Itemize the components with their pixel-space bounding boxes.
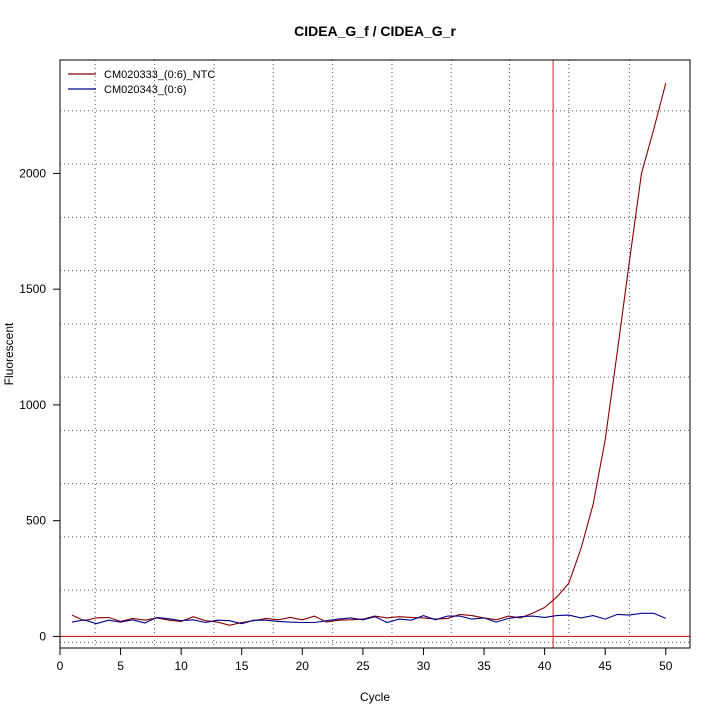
x-tick-label: 20 bbox=[296, 659, 310, 673]
threshold-lines bbox=[60, 60, 690, 648]
y-tick-label: 2000 bbox=[19, 166, 46, 180]
legend-label-1: CM020333_(0:6)_NTC bbox=[104, 69, 215, 81]
y-tick-label: 1000 bbox=[19, 398, 46, 412]
y-axis: 0 500 1000 1500 2000 bbox=[19, 166, 61, 643]
y-axis-label: Fluorescent bbox=[2, 322, 16, 385]
x-axis-label: Cycle bbox=[360, 690, 390, 704]
y-tick-label: 0 bbox=[39, 629, 46, 643]
legend: CM020333_(0:6)_NTC CM020343_(0:6) bbox=[68, 69, 215, 96]
x-tick-label: 50 bbox=[659, 659, 673, 673]
x-axis: 0 5 10 15 20 25 30 35 40 45 50 bbox=[57, 647, 673, 673]
chart-title: CIDEA_G_f / CIDEA_G_r bbox=[294, 23, 456, 39]
y-tick-label: 500 bbox=[26, 514, 46, 528]
x-tick-label: 25 bbox=[356, 659, 370, 673]
x-tick-label: 15 bbox=[235, 659, 249, 673]
x-tick-label: 45 bbox=[599, 659, 613, 673]
series-lines bbox=[71, 82, 667, 626]
x-tick-label: 0 bbox=[57, 659, 64, 673]
legend-label-2: CM020343_(0:6) bbox=[104, 84, 187, 96]
y-tick-label: 1500 bbox=[19, 282, 46, 296]
x-tick-label: 5 bbox=[117, 659, 124, 673]
x-tick-label: 40 bbox=[538, 659, 552, 673]
x-tick-label: 10 bbox=[174, 659, 188, 673]
series-line-1 bbox=[71, 82, 667, 626]
x-tick-label: 30 bbox=[417, 659, 431, 673]
x-tick-label: 35 bbox=[477, 659, 491, 673]
series-line-2 bbox=[71, 612, 667, 625]
grid bbox=[60, 60, 690, 648]
